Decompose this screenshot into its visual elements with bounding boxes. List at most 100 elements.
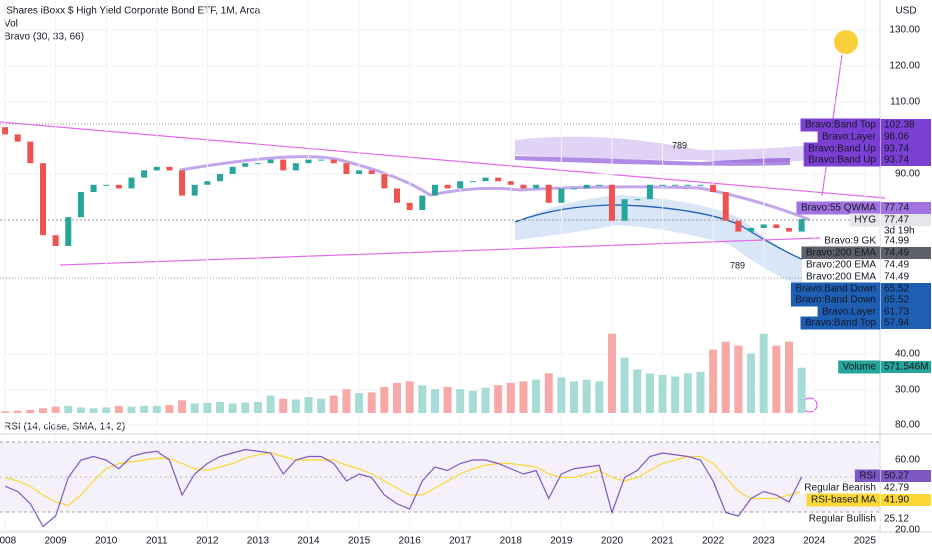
- qwma-ribbon: [179, 155, 811, 222]
- candle: [394, 188, 401, 203]
- price-label-value-bg: [881, 143, 931, 155]
- price-label-value-bg: [881, 361, 931, 373]
- candle: [330, 159, 337, 164]
- price-label-value-bg: [881, 294, 931, 306]
- candle: [634, 199, 641, 201]
- decorations: [0, 0, 932, 533]
- price-label-name: Regular Bullish: [809, 514, 876, 525]
- candle: [659, 184, 666, 186]
- candle: [419, 195, 426, 210]
- volume-bar: [645, 373, 654, 413]
- price-label-value-bg: [881, 317, 931, 329]
- trendline: [0, 121, 886, 199]
- candle: [710, 184, 717, 192]
- price-label-name: Bravo:9 GK: [824, 236, 876, 247]
- x-tick-label: 2008: [0, 536, 17, 547]
- price-label-value-bg: [881, 306, 931, 318]
- price-label-name: Bravo:Band Up: [808, 144, 876, 155]
- volume-bar: [633, 369, 642, 413]
- candle: [773, 224, 780, 228]
- price-label-name: RSI: [859, 471, 876, 482]
- rsi-tick-label: 80.00: [895, 420, 920, 431]
- candle: [545, 184, 552, 203]
- price-label-value-bg: [881, 202, 931, 214]
- volume-bar: [380, 386, 389, 413]
- x-tick-label: 2010: [95, 536, 118, 547]
- price-label-value-bg: [881, 214, 931, 226]
- price-label-value: 74.99: [884, 236, 909, 247]
- x-tick-label: 2014: [297, 536, 320, 547]
- volume-bar: [797, 367, 806, 413]
- candle: [292, 163, 299, 171]
- candle: [431, 184, 438, 196]
- volume-bar: [759, 333, 768, 413]
- volume-bar: [89, 408, 98, 413]
- y-tick-label: 30.00: [895, 385, 920, 396]
- y-tick-label: 130.00: [889, 25, 920, 36]
- price-label-value: 74.49: [884, 260, 909, 271]
- volume-bar: [620, 357, 629, 413]
- volume-bar: [671, 376, 680, 413]
- price-label-name: Bravo:Band Up: [808, 155, 876, 166]
- candle: [356, 170, 363, 174]
- price-label-name: Bravo:Band Top: [805, 318, 876, 329]
- candle: [204, 181, 211, 185]
- price-label-value-bg: [881, 494, 931, 506]
- volume-bar: [367, 392, 376, 413]
- candle: [39, 163, 46, 236]
- candle: [469, 181, 476, 183]
- candle: [608, 184, 615, 221]
- x-tick-label: 2019: [550, 536, 573, 547]
- candle: [495, 177, 502, 182]
- upper-band-line: [515, 156, 790, 166]
- volume-title: Vol: [4, 19, 18, 30]
- x-tick-label: 2025: [854, 536, 877, 547]
- volume-bar: [430, 389, 439, 413]
- price-label-value: 42.79: [884, 483, 909, 494]
- candle: [229, 166, 236, 174]
- candle: [65, 217, 72, 246]
- price-label-value: 74.49: [884, 272, 909, 283]
- candle: [507, 181, 514, 185]
- volume-bar: [140, 405, 149, 413]
- price-label-value-bg: [881, 119, 931, 131]
- volume-bar: [696, 371, 705, 413]
- volume-bar: [734, 345, 743, 413]
- candle: [153, 166, 160, 171]
- volume-bar: [721, 341, 730, 413]
- price-label-bg: [796, 201, 881, 215]
- price-label-name: Bravo:55 QWMA: [801, 203, 876, 214]
- y-tick-label: 40.00: [895, 349, 920, 360]
- price-label-value: 77.47: [884, 215, 909, 226]
- price-label-name: Bravo:200 EMA: [806, 260, 876, 271]
- volume-bar: [1, 411, 10, 413]
- volume-bar: [747, 353, 756, 413]
- price-label-value: 57.94: [884, 318, 909, 329]
- indicator-title: Bravo (30, 33, 66): [4, 32, 84, 43]
- candle: [482, 177, 489, 182]
- price-label-value-bg: [881, 247, 931, 259]
- price-label-name: Volume: [843, 362, 877, 373]
- price-label-name: RSI-based MA: [811, 495, 876, 506]
- y-tick-label: 110.00: [890, 97, 920, 108]
- currency: USD: [895, 6, 916, 17]
- candle: [558, 188, 565, 203]
- candle: [684, 184, 691, 186]
- candle: [596, 184, 603, 186]
- volume-bar: [329, 395, 338, 413]
- candle: [571, 188, 578, 190]
- volume-bar: [582, 379, 591, 413]
- volume-bar: [709, 349, 718, 413]
- candle: [457, 181, 464, 189]
- rsi-title: RSI (14, close, SMA, 14, 2): [4, 422, 125, 433]
- candle: [128, 177, 135, 189]
- candle: [444, 184, 451, 189]
- candle: [2, 127, 9, 135]
- price-label-bg: [804, 513, 880, 525]
- volume-bar: [38, 408, 47, 413]
- rsi-tick-label: 20.00: [895, 525, 920, 536]
- volume-bar: [494, 385, 503, 413]
- candle: [672, 184, 679, 186]
- price-label-name: Bravo:200 EMA: [806, 248, 876, 259]
- volume-bar: [658, 374, 667, 413]
